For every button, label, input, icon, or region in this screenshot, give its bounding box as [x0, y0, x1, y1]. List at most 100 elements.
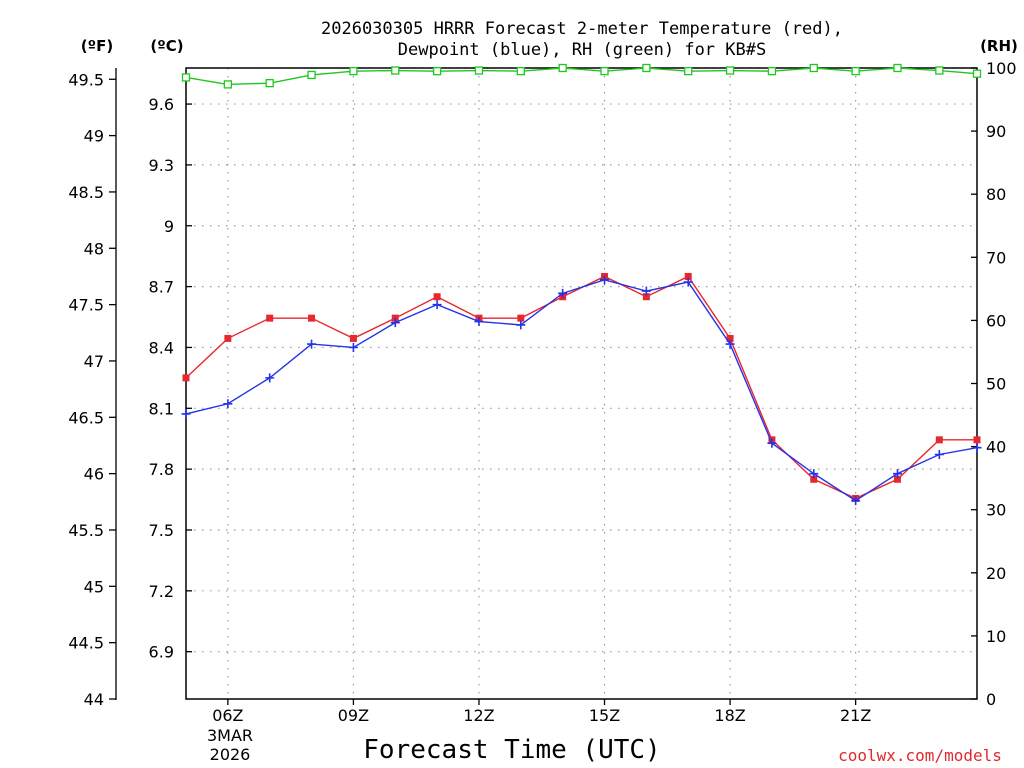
- dewpoint-point: [600, 275, 610, 285]
- f-tick-label: 47.5: [68, 296, 104, 315]
- rh-point: [935, 66, 944, 75]
- x-tick-label: 15Z: [589, 706, 620, 725]
- rh-point: [684, 67, 693, 76]
- x-tick-label: 09Z: [338, 706, 369, 725]
- plot-frame: [185, 67, 978, 700]
- rh-point: [307, 70, 316, 80]
- rh-point: [972, 69, 982, 78]
- rh-point: [349, 67, 358, 76]
- temperature-point: [266, 314, 274, 322]
- f-tick-label: 44: [84, 690, 104, 709]
- gridlines: [186, 68, 977, 699]
- rh-tick-label: 30: [986, 501, 1006, 520]
- c-tick-label: 9: [164, 217, 174, 236]
- dewpoint-point: [181, 409, 191, 419]
- rh-point: [893, 63, 902, 73]
- rh-tick-label: 100: [986, 59, 1017, 78]
- dewpoint-point: [683, 277, 693, 287]
- temperature-point: [893, 475, 901, 483]
- c-tick-label: 8.1: [149, 399, 174, 418]
- rh-line: [185, 67, 978, 86]
- rh-tick-label: 40: [986, 438, 1006, 457]
- f-tick-label: 48: [84, 239, 104, 258]
- rh-tick-label: 50: [986, 375, 1006, 394]
- x-tick-label: 12Z: [463, 706, 494, 725]
- dewpoint-point: [972, 443, 982, 453]
- c-tick-label: 9.6: [149, 95, 174, 114]
- c-tick-label: 8.7: [149, 278, 174, 297]
- fahrenheit-axis-unit: (ºF): [81, 37, 113, 55]
- temperature-point: [726, 334, 734, 342]
- f-tick-label: 47: [84, 352, 104, 371]
- temperature-point: [349, 334, 357, 342]
- f-tick-label: 46: [84, 465, 104, 484]
- rh-point: [767, 67, 777, 76]
- c-tick-label: 7.5: [149, 521, 174, 540]
- temperature-point: [973, 436, 981, 444]
- data-series: [181, 63, 982, 506]
- series-rh: [181, 63, 982, 89]
- dewpoint-point: [809, 469, 819, 479]
- f-tick-label: 46.5: [68, 408, 104, 427]
- dewpoint-point: [223, 399, 233, 409]
- axes: 06Z 09Z 12Z 15Z 18Z 21Z 6.9 7.2 7.5 7.8 8.1 8.4 8.7 9…: [68, 59, 1016, 725]
- c-tick-label: 6.9: [149, 643, 174, 662]
- date-label-month: 3MAR: [207, 726, 253, 745]
- f-tick-label: 48.5: [68, 183, 104, 202]
- temperature-point: [182, 374, 190, 382]
- temperature-point: [224, 334, 232, 342]
- chart-title-line1: 2026030305 HRRR Forecast 2-meter Tempera…: [321, 19, 843, 39]
- dewpoint-point: [432, 300, 442, 310]
- series-temperature: [182, 272, 981, 502]
- dewpoint-point: [934, 449, 944, 459]
- rh-point: [851, 67, 860, 76]
- rh-axis-unit: (RH): [980, 37, 1018, 55]
- rh-point: [432, 67, 442, 76]
- f-tick-label: 49.5: [68, 70, 104, 89]
- c-tick-label: 7.2: [149, 582, 174, 601]
- temperature-point: [391, 314, 399, 322]
- rh-point: [474, 66, 484, 75]
- dewpoint-point: [725, 339, 735, 349]
- x-axis-title: Forecast Time (UTC): [363, 735, 660, 765]
- rh-point: [391, 66, 400, 75]
- temperature-point: [308, 314, 316, 322]
- temperature-point: [810, 475, 818, 483]
- credit-text: coolwx.com/models: [838, 746, 1002, 765]
- dewpoint-point: [265, 373, 275, 383]
- x-tick-label: 06Z: [212, 706, 243, 725]
- dewpoint-point: [641, 286, 651, 296]
- dewpoint-point: [767, 438, 777, 448]
- dewpoint-line: [185, 279, 978, 502]
- f-tick-label: 49: [84, 127, 104, 146]
- dewpoint-point: [390, 318, 400, 328]
- rh-point: [516, 67, 525, 76]
- rh-point: [809, 63, 818, 73]
- temperature-point: [517, 314, 525, 322]
- c-tick-label: 8.4: [149, 338, 174, 357]
- chart-title-line2: Dewpoint (blue), RH (green) for KB#S: [398, 40, 766, 60]
- rh-point: [223, 80, 233, 89]
- rh-point: [600, 67, 609, 76]
- celsius-axis-unit: (ºC): [150, 37, 183, 55]
- temperature-point: [642, 293, 650, 301]
- rh-point: [725, 66, 735, 75]
- rh-tick-label: 80: [986, 185, 1006, 204]
- x-tick-label: 21Z: [840, 706, 871, 725]
- dewpoint-point: [851, 496, 861, 506]
- temperature-point: [935, 436, 943, 444]
- temperature-point: [684, 272, 692, 280]
- rh-tick-label: 90: [986, 122, 1006, 141]
- f-tick-label: 45: [84, 577, 104, 596]
- c-tick-label: 9.3: [149, 156, 174, 175]
- dewpoint-point: [892, 469, 902, 479]
- rh-tick-label: 20: [986, 564, 1006, 583]
- rh-point: [558, 63, 567, 73]
- date-label-year: 2026: [210, 745, 251, 764]
- dewpoint-point: [474, 317, 484, 327]
- rh-tick-label: 10: [986, 627, 1006, 646]
- rh-point: [642, 63, 651, 73]
- rh-point: [265, 78, 274, 88]
- rh-point: [181, 73, 191, 82]
